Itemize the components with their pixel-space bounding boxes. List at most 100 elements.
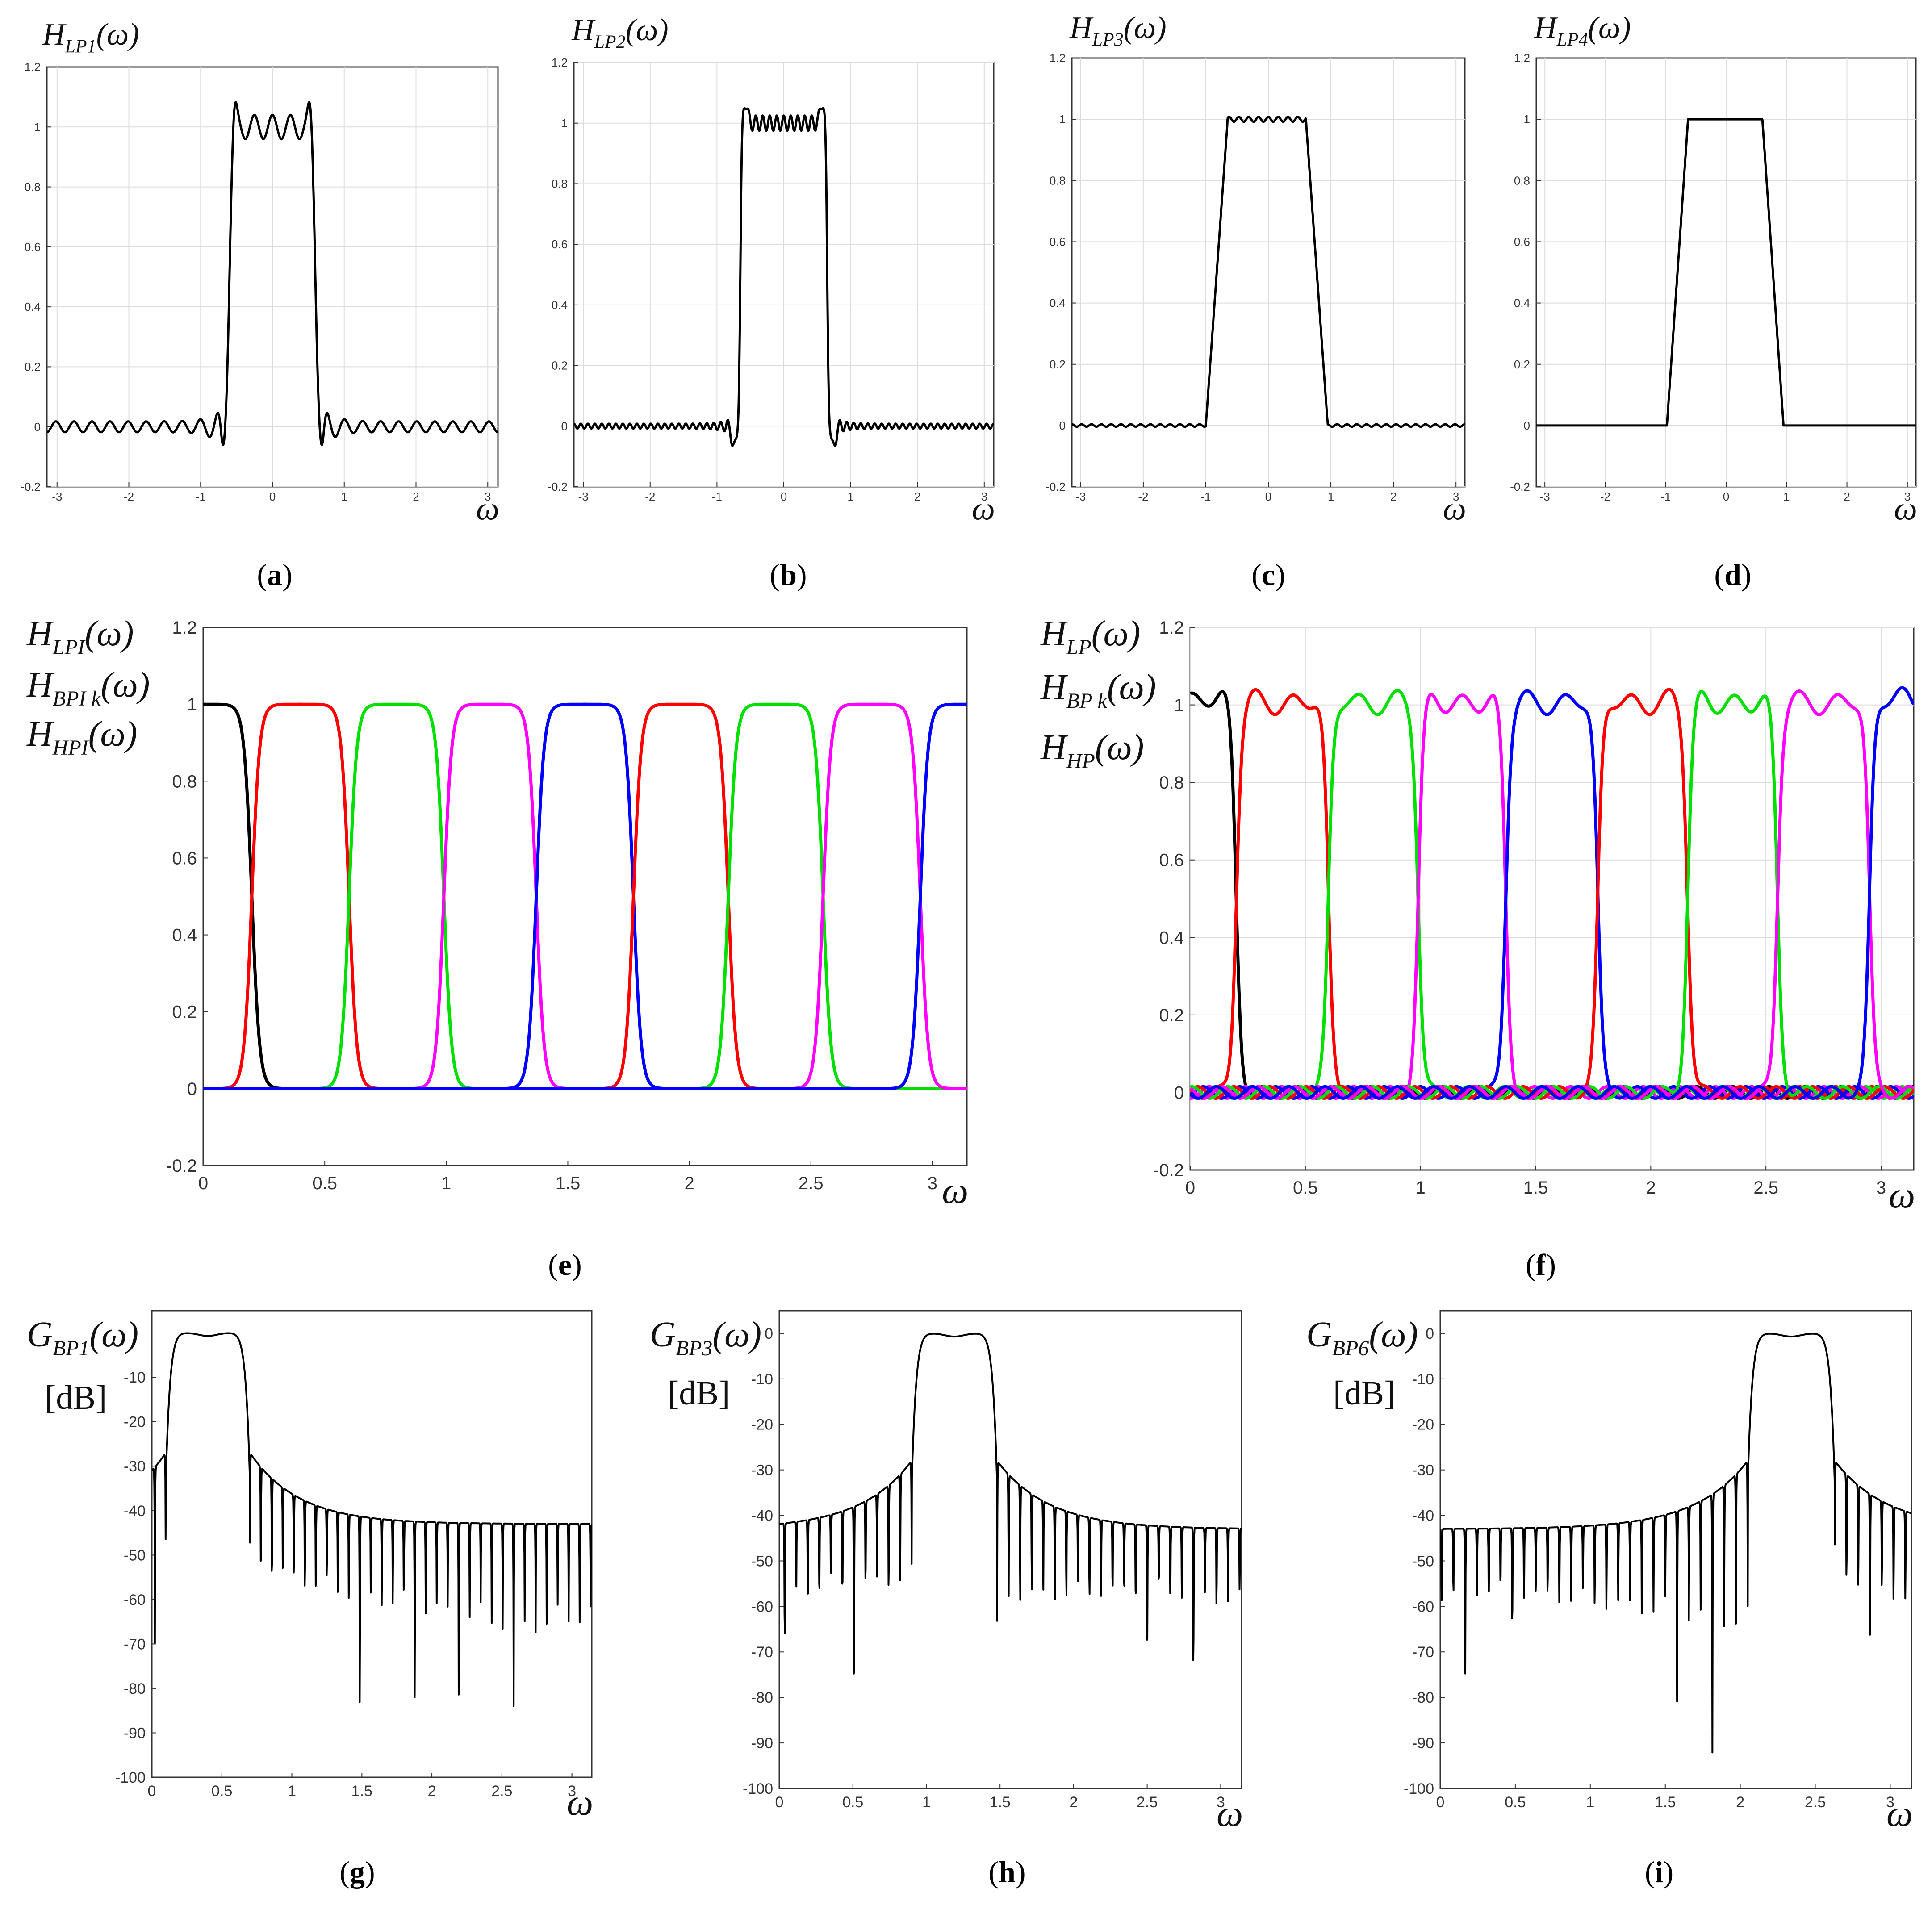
y-tick-label: 1 [561,117,568,130]
axes-box [202,627,968,1166]
y-tick-label: -60 [751,1598,773,1615]
y-tick-label: -80 [124,1680,146,1697]
y-tick-label: -0.2 [548,480,568,493]
x-tick-label: -2 [1600,490,1610,503]
y-tick-label: 0.4 [552,298,568,312]
x-tick-label: 0 [198,1174,208,1193]
y-unit-label: [dB] [1333,1374,1395,1412]
y-tick-label: -100 [743,1780,773,1797]
panel-label: (c) [1251,558,1285,592]
series-line-h-bp-5 [1190,688,1914,1100]
x-tick-label: 0.5 [1293,1178,1318,1198]
y-tick-label: -10 [1412,1371,1434,1388]
x-axis-label: ω [1217,1793,1243,1834]
y-tick-label: 0 [1524,419,1530,432]
series-line-h-lp4 [1536,118,1916,427]
y-tick-label: 0.2 [172,1003,197,1022]
y-tick-label: -10 [124,1369,146,1386]
y-tick-label: 0.6 [25,240,41,254]
y-tick-label: 0 [1426,1325,1434,1342]
x-tick-label: 2 [1844,490,1850,503]
x-tick-label: 2.5 [1137,1794,1158,1811]
y-tick-label: -70 [751,1644,773,1661]
x-tick-label: 0 [775,1794,784,1811]
y-axis-label: HLP4(ω) [1534,11,1631,50]
x-tick-label: -3 [1075,490,1086,503]
y-axis-label: GBP1(ω) [27,1315,138,1360]
x-tick-label: -1 [1200,490,1211,503]
x-tick-label: 3 [928,1174,937,1193]
x-tick-label: 3 [1217,1794,1225,1811]
y-tick-label: 0.2 [552,359,568,372]
y-tick-label: 0 [34,420,41,434]
y-tick-label: -100 [115,1769,146,1786]
y-tick-label: -50 [124,1547,146,1564]
x-axis-label: ω [1886,1793,1913,1834]
y-tick-label: 0.8 [172,772,197,791]
y-tick-label: -80 [751,1689,773,1706]
x-tick-label: 0.5 [842,1794,863,1811]
y-tick-label: -40 [751,1507,773,1524]
series-line-h-hpi [203,702,967,1090]
y-unit-label: [dB] [668,1374,730,1412]
y-tick-label: 0.4 [1050,297,1066,310]
x-tick-label: 3 [1876,1178,1886,1198]
x-tick-label: 1.5 [1523,1178,1548,1198]
y-tick-label: -20 [124,1414,146,1431]
x-tick-label: -2 [1138,490,1148,503]
y-tick-label: 1 [1174,696,1184,715]
x-tick-label: 2 [1390,490,1397,503]
x-tick-label: 2.5 [1753,1178,1778,1198]
y-axis-label: HHP(ω) [1040,728,1144,773]
y-tick-label: -20 [751,1416,773,1433]
axes-box [1189,627,1915,1171]
x-tick-label: 2.5 [1805,1794,1826,1811]
y-tick-label: 0.8 [1514,174,1530,187]
x-axis-label: ω [942,1170,968,1212]
y-tick-label: 0.4 [1514,297,1530,310]
y-tick-label: 0.6 [552,238,568,251]
series-line-h-lp1 [47,101,498,446]
y-tick-label: 1.2 [1159,618,1184,638]
y-tick-label: 0.6 [172,848,197,868]
y-tick-label: 1.2 [172,618,197,638]
y-tick-label: -70 [124,1636,146,1653]
y-tick-label: 0.6 [1514,235,1530,249]
y-axis-label: HLP1(ω) [42,17,139,57]
panel-label: (b) [769,558,807,592]
y-axis-label: HBP k(ω) [1040,668,1156,713]
panel-label: (d) [1714,558,1751,592]
y-tick-label: -0.2 [166,1156,197,1176]
x-tick-label: 3 [568,1783,576,1800]
y-tick-label: 0 [1059,419,1066,432]
panel-label: (a) [257,558,292,592]
x-axis-label: ω [972,491,995,527]
x-tick-label: 3 [1453,490,1459,503]
chart-panel-d: -3 -2 -1 0 1 2 3 -0.2 0 0.2 0.4 0.6 0.8 1 1.2 HLP4(ω) ω (… [1510,11,1917,592]
y-tick-label: 0.2 [1050,358,1066,371]
x-tick-label: 2 [684,1174,694,1193]
x-tick-label: 3 [1904,490,1911,503]
x-tick-label: 1.5 [351,1783,372,1800]
x-tick-label: 2 [1736,1794,1744,1811]
y-tick-label: 0.8 [1159,773,1184,793]
y-axis-label: HLP3(ω) [1069,11,1167,50]
x-tick-label: 0 [1723,490,1729,503]
axes-box [778,1310,1242,1789]
series-line-h-hp [1190,686,1914,1100]
x-tick-label: 0 [1436,1794,1445,1811]
x-tick-label: 3 [981,490,987,503]
y-axis-label: HLP2(ω) [571,13,669,53]
chart-panel-i: 0 0.5 1 1.5 2 2.5 3 0 -10 -20 -30 -40 -50 -60 -70 -80 -9… [1306,1310,1913,1889]
series-line-g-bp6 [1440,1333,1911,1754]
y-axis-label: HBPI k(ω) [26,665,150,710]
x-tick-label: 2 [1069,1794,1078,1811]
panel-label: (i) [1645,1855,1673,1889]
y-tick-label: -30 [124,1458,146,1475]
y-tick-label: -10 [751,1371,773,1388]
x-tick-label: 1 [288,1783,296,1800]
y-axis-label: HLPI(ω) [26,614,134,659]
x-tick-label: 2.5 [491,1783,512,1800]
